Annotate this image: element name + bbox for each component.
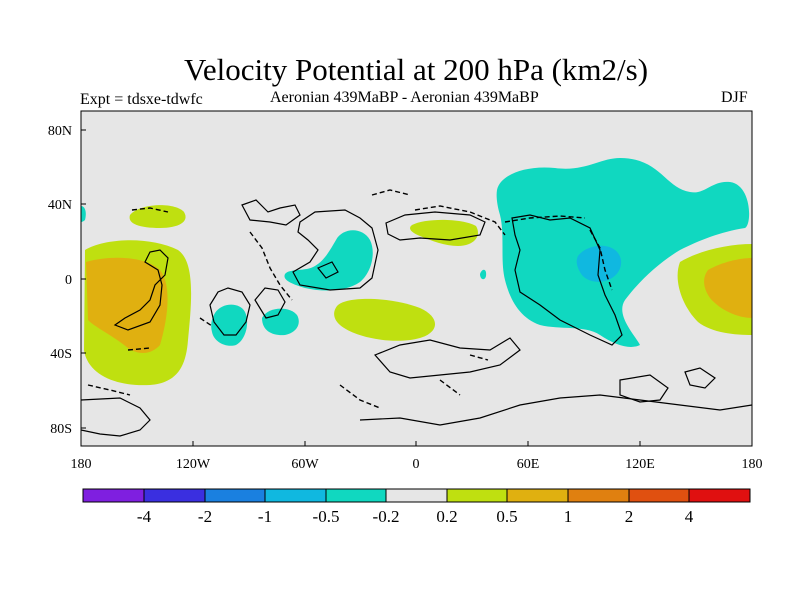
paleo-coastlines bbox=[87, 189, 613, 409]
paleo-coastline-asia-west bbox=[504, 215, 586, 223]
paleo-coastline-pacific-south bbox=[127, 347, 151, 351]
colorbar-swatch bbox=[506, 488, 569, 503]
strong-positive-region-west-pacific bbox=[704, 258, 752, 318]
coastline-antarctic-west bbox=[81, 397, 151, 437]
colorbar-label: 0.2 bbox=[436, 507, 457, 526]
paleo-coastline-south-central bbox=[339, 384, 381, 409]
positive-region-south-atlantic bbox=[334, 298, 435, 341]
colorbar-label: -0.2 bbox=[373, 507, 400, 526]
colorbar-swatch bbox=[264, 488, 327, 503]
colorbar-swatch bbox=[143, 488, 206, 503]
coastline-east-islands bbox=[684, 367, 716, 389]
negative-region-north-atlantic bbox=[284, 230, 373, 291]
paleo-coastline-pacific bbox=[199, 317, 213, 327]
period-label: Aeronian 439MaBP - Aeronian 439MaBP bbox=[270, 89, 539, 106]
coastline-north-inlet bbox=[317, 261, 339, 279]
y-tick-label: 40S bbox=[50, 347, 72, 362]
x-tick-label: 60E bbox=[517, 457, 540, 472]
coastline-southeast-islands bbox=[619, 374, 669, 403]
coastline-central-continent bbox=[511, 214, 623, 346]
y-tick-label: 80S bbox=[50, 422, 72, 437]
negative-region-small-dot bbox=[480, 269, 487, 280]
colorbar-label: 0.5 bbox=[496, 507, 517, 526]
paleo-coastline-north-africa bbox=[414, 205, 506, 236]
coastline-antarctic-east bbox=[359, 394, 752, 426]
colorbar-label: -0.5 bbox=[313, 507, 340, 526]
strong-positive-region-east-pacific bbox=[86, 257, 168, 354]
experiment-label: Expt = tdsxe-tdwfc bbox=[80, 91, 203, 108]
negative-region-left-edge bbox=[81, 206, 86, 222]
colorbar-swatch bbox=[446, 488, 508, 503]
colorbar-swatch bbox=[82, 488, 145, 503]
paleo-coastline-north-atlantic bbox=[249, 231, 293, 301]
paleo-coastline-north-pacific bbox=[131, 207, 169, 213]
season-label: DJF bbox=[721, 89, 748, 106]
x-axis bbox=[80, 441, 753, 446]
colorbar-swatch bbox=[385, 488, 448, 503]
x-tick-label: 60W bbox=[291, 457, 319, 472]
x-tick-label: 180 bbox=[742, 457, 763, 472]
colorbar-label: -1 bbox=[258, 507, 272, 526]
y-tick-label: 40N bbox=[48, 198, 72, 213]
paleo-coastline-south-east bbox=[439, 379, 461, 396]
paleo-coastline-mid bbox=[469, 354, 489, 361]
paleo-coastline-south bbox=[87, 384, 131, 396]
positive-region-north-africa bbox=[410, 219, 478, 246]
colorbar-swatch bbox=[628, 488, 690, 503]
coastlines bbox=[81, 199, 752, 437]
coastline-southern-landmass bbox=[373, 337, 521, 379]
colorbar-swatch bbox=[567, 488, 630, 503]
x-tick-label: 0 bbox=[413, 457, 420, 472]
colorbar-swatch bbox=[325, 488, 387, 503]
colorbar-swatch bbox=[688, 488, 751, 503]
coastline-north-atlantic-island bbox=[292, 209, 379, 291]
colorbar-label: -2 bbox=[198, 507, 212, 526]
negative-region-asia bbox=[496, 158, 750, 347]
positive-region-north-pacific bbox=[129, 205, 186, 228]
y-axis bbox=[81, 129, 86, 429]
coastline-north-africa bbox=[385, 211, 486, 241]
colorbar bbox=[82, 488, 751, 503]
colorbar-label: 2 bbox=[625, 507, 634, 526]
colorbar-label: 4 bbox=[685, 507, 694, 526]
colorbar-label: 1 bbox=[564, 507, 573, 526]
x-tick-label: 120E bbox=[625, 457, 655, 472]
coastline-north-landmass bbox=[241, 199, 301, 226]
paleo-coastline-north bbox=[371, 189, 411, 196]
contour-fields bbox=[81, 158, 752, 386]
coastline-south-america-a bbox=[209, 287, 251, 336]
x-tick-label: 180 bbox=[71, 457, 92, 472]
colorbar-swatch bbox=[204, 488, 266, 503]
x-tick-label: 120W bbox=[176, 457, 211, 472]
coastline-east-pacific-continent bbox=[113, 249, 169, 331]
y-tick-label: 0 bbox=[65, 273, 72, 288]
colorbar-label: -4 bbox=[137, 507, 152, 526]
paleo-coastline-asia-coast bbox=[589, 229, 613, 291]
map-title: Velocity Potential at 200 hPa (km2/s) bbox=[183, 52, 649, 87]
coastline-south-america-b bbox=[254, 287, 286, 319]
negative-region-south-2 bbox=[262, 308, 299, 336]
y-tick-label: 80N bbox=[48, 124, 72, 139]
negative-region-south-1 bbox=[211, 304, 248, 346]
